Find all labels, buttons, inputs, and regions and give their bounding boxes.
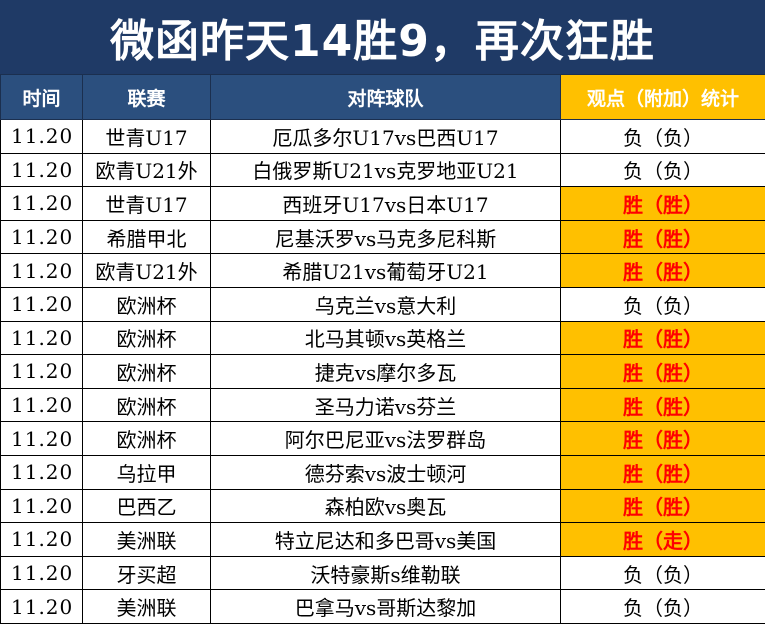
match-time: 11.20 [1, 220, 83, 254]
match-result: 负（负） [561, 287, 765, 321]
page-title: 微函昨天14胜9，再次狂胜 [110, 5, 655, 69]
match-result: 负（负） [561, 590, 765, 624]
match-result: 胜（胜） [561, 455, 765, 489]
league-name: 欧青U21外 [83, 153, 211, 187]
header-league: 联赛 [83, 75, 211, 120]
match-teams: 北马其顿vs英格兰 [211, 321, 561, 355]
match-teams: 沃特豪斯s维勒联 [211, 556, 561, 590]
match-teams: 特立尼达和多巴哥vs美国 [211, 523, 561, 557]
header-match: 对阵球队 [211, 75, 561, 120]
header-row: 时间 联赛 对阵球队 观点（附加）统计 [1, 75, 765, 120]
match-time: 11.20 [1, 556, 83, 590]
match-teams: 捷克vs摩尔多瓦 [211, 355, 561, 389]
match-time: 11.20 [1, 120, 83, 154]
league-name: 美洲联 [83, 590, 211, 624]
league-name: 世青U17 [83, 187, 211, 221]
match-time: 11.20 [1, 388, 83, 422]
league-name: 欧洲杯 [83, 355, 211, 389]
match-time: 11.20 [1, 254, 83, 288]
match-time: 11.20 [1, 287, 83, 321]
match-result: 胜（走） [561, 523, 765, 557]
match-time: 11.20 [1, 355, 83, 389]
match-time: 11.20 [1, 455, 83, 489]
match-time: 11.20 [1, 187, 83, 221]
match-time: 11.20 [1, 321, 83, 355]
match-time: 11.20 [1, 422, 83, 456]
match-result: 胜（胜） [561, 355, 765, 389]
match-result: 胜（胜） [561, 254, 765, 288]
league-name: 巴西乙 [83, 489, 211, 523]
header-time: 时间 [1, 75, 83, 120]
match-teams: 厄瓜多尔U17vs巴西U17 [211, 120, 561, 154]
league-name: 欧洲杯 [83, 287, 211, 321]
league-name: 牙买超 [83, 556, 211, 590]
match-result: 胜（胜） [561, 220, 765, 254]
match-time: 11.20 [1, 153, 83, 187]
match-teams: 森柏欧vs奥瓦 [211, 489, 561, 523]
league-name: 美洲联 [83, 523, 211, 557]
match-teams: 乌克兰vs意大利 [211, 287, 561, 321]
match-teams: 圣马力诺vs芬兰 [211, 388, 561, 422]
match-result: 胜（胜） [561, 187, 765, 221]
league-name: 乌拉甲 [83, 455, 211, 489]
header-stat: 观点（附加）统计 [561, 75, 765, 120]
match-result: 胜（胜） [561, 321, 765, 355]
match-teams: 西班牙U17vs日本U17 [211, 187, 561, 221]
league-name: 希腊甲北 [83, 220, 211, 254]
match-result: 胜（胜） [561, 388, 765, 422]
league-name: 世青U17 [83, 120, 211, 154]
league-name: 欧洲杯 [83, 422, 211, 456]
title-banner: 微函昨天14胜9，再次狂胜 [0, 0, 765, 74]
match-teams: 阿尔巴尼亚vs法罗群岛 [211, 422, 561, 456]
match-teams: 尼基沃罗vs马克多尼科斯 [211, 220, 561, 254]
match-time: 11.20 [1, 489, 83, 523]
league-name: 欧洲杯 [83, 321, 211, 355]
match-teams: 希腊U21vs葡萄牙U21 [211, 254, 561, 288]
match-teams: 德芬索vs波士顿河 [211, 455, 561, 489]
match-time: 11.20 [1, 523, 83, 557]
match-result: 负（负） [561, 556, 765, 590]
match-result: 胜（胜） [561, 422, 765, 456]
league-name: 欧洲杯 [83, 388, 211, 422]
match-result: 胜（胜） [561, 489, 765, 523]
league-name: 欧青U21外 [83, 254, 211, 288]
match-teams: 巴拿马vs哥斯达黎加 [211, 590, 561, 624]
match-result: 负（负） [561, 120, 765, 154]
match-result: 负（负） [561, 153, 765, 187]
match-time: 11.20 [1, 590, 83, 624]
match-teams: 白俄罗斯U21vs克罗地亚U21 [211, 153, 561, 187]
